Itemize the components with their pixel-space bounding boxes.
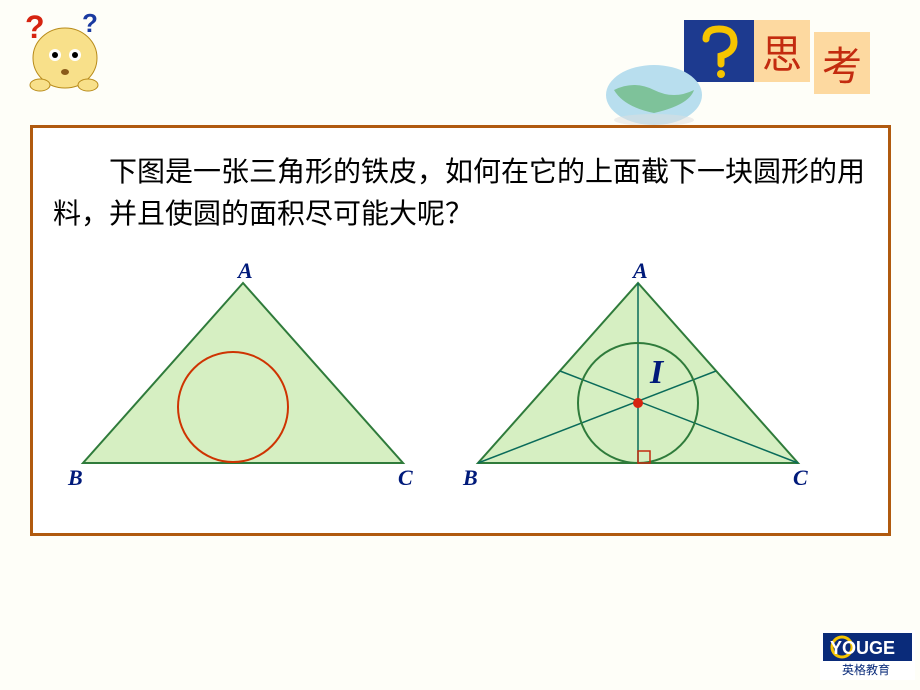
svg-text:?: ? [25, 10, 45, 45]
section-title: 思 考 [754, 20, 870, 82]
vertex-c2: C [793, 465, 808, 490]
earth-icon [594, 35, 714, 135]
problem-statement: 下图是一张三角形的铁皮，如何在它的上面截下一块圆形的用料，并且使圆的面积尽可能大… [33, 128, 888, 236]
thinking-face-icon: ? ? [20, 10, 110, 105]
diagram-area: A B C A B C I [33, 263, 888, 528]
vertex-a2: A [631, 263, 648, 283]
header: 思 考 [684, 20, 870, 82]
vertex-b2: B [462, 465, 478, 490]
vertex-b1: B [67, 465, 83, 490]
svg-text:?: ? [82, 10, 98, 38]
vertex-a1: A [236, 263, 253, 283]
title-char-1: 思 [754, 20, 810, 82]
triangle-2: A B C I [462, 263, 808, 490]
incenter-label: I [649, 354, 665, 391]
vertex-c1: C [398, 465, 413, 490]
logo-text: YOUGE [830, 638, 895, 658]
logo-subtitle: 英格教育 [842, 662, 890, 677]
brand-logo: YOUGE 英格教育 [820, 630, 915, 685]
content-panel: 下图是一张三角形的铁皮，如何在它的上面截下一块圆形的用料，并且使圆的面积尽可能大… [30, 125, 891, 536]
title-char-2: 考 [814, 32, 870, 94]
triangle-1: A B C [67, 263, 413, 490]
